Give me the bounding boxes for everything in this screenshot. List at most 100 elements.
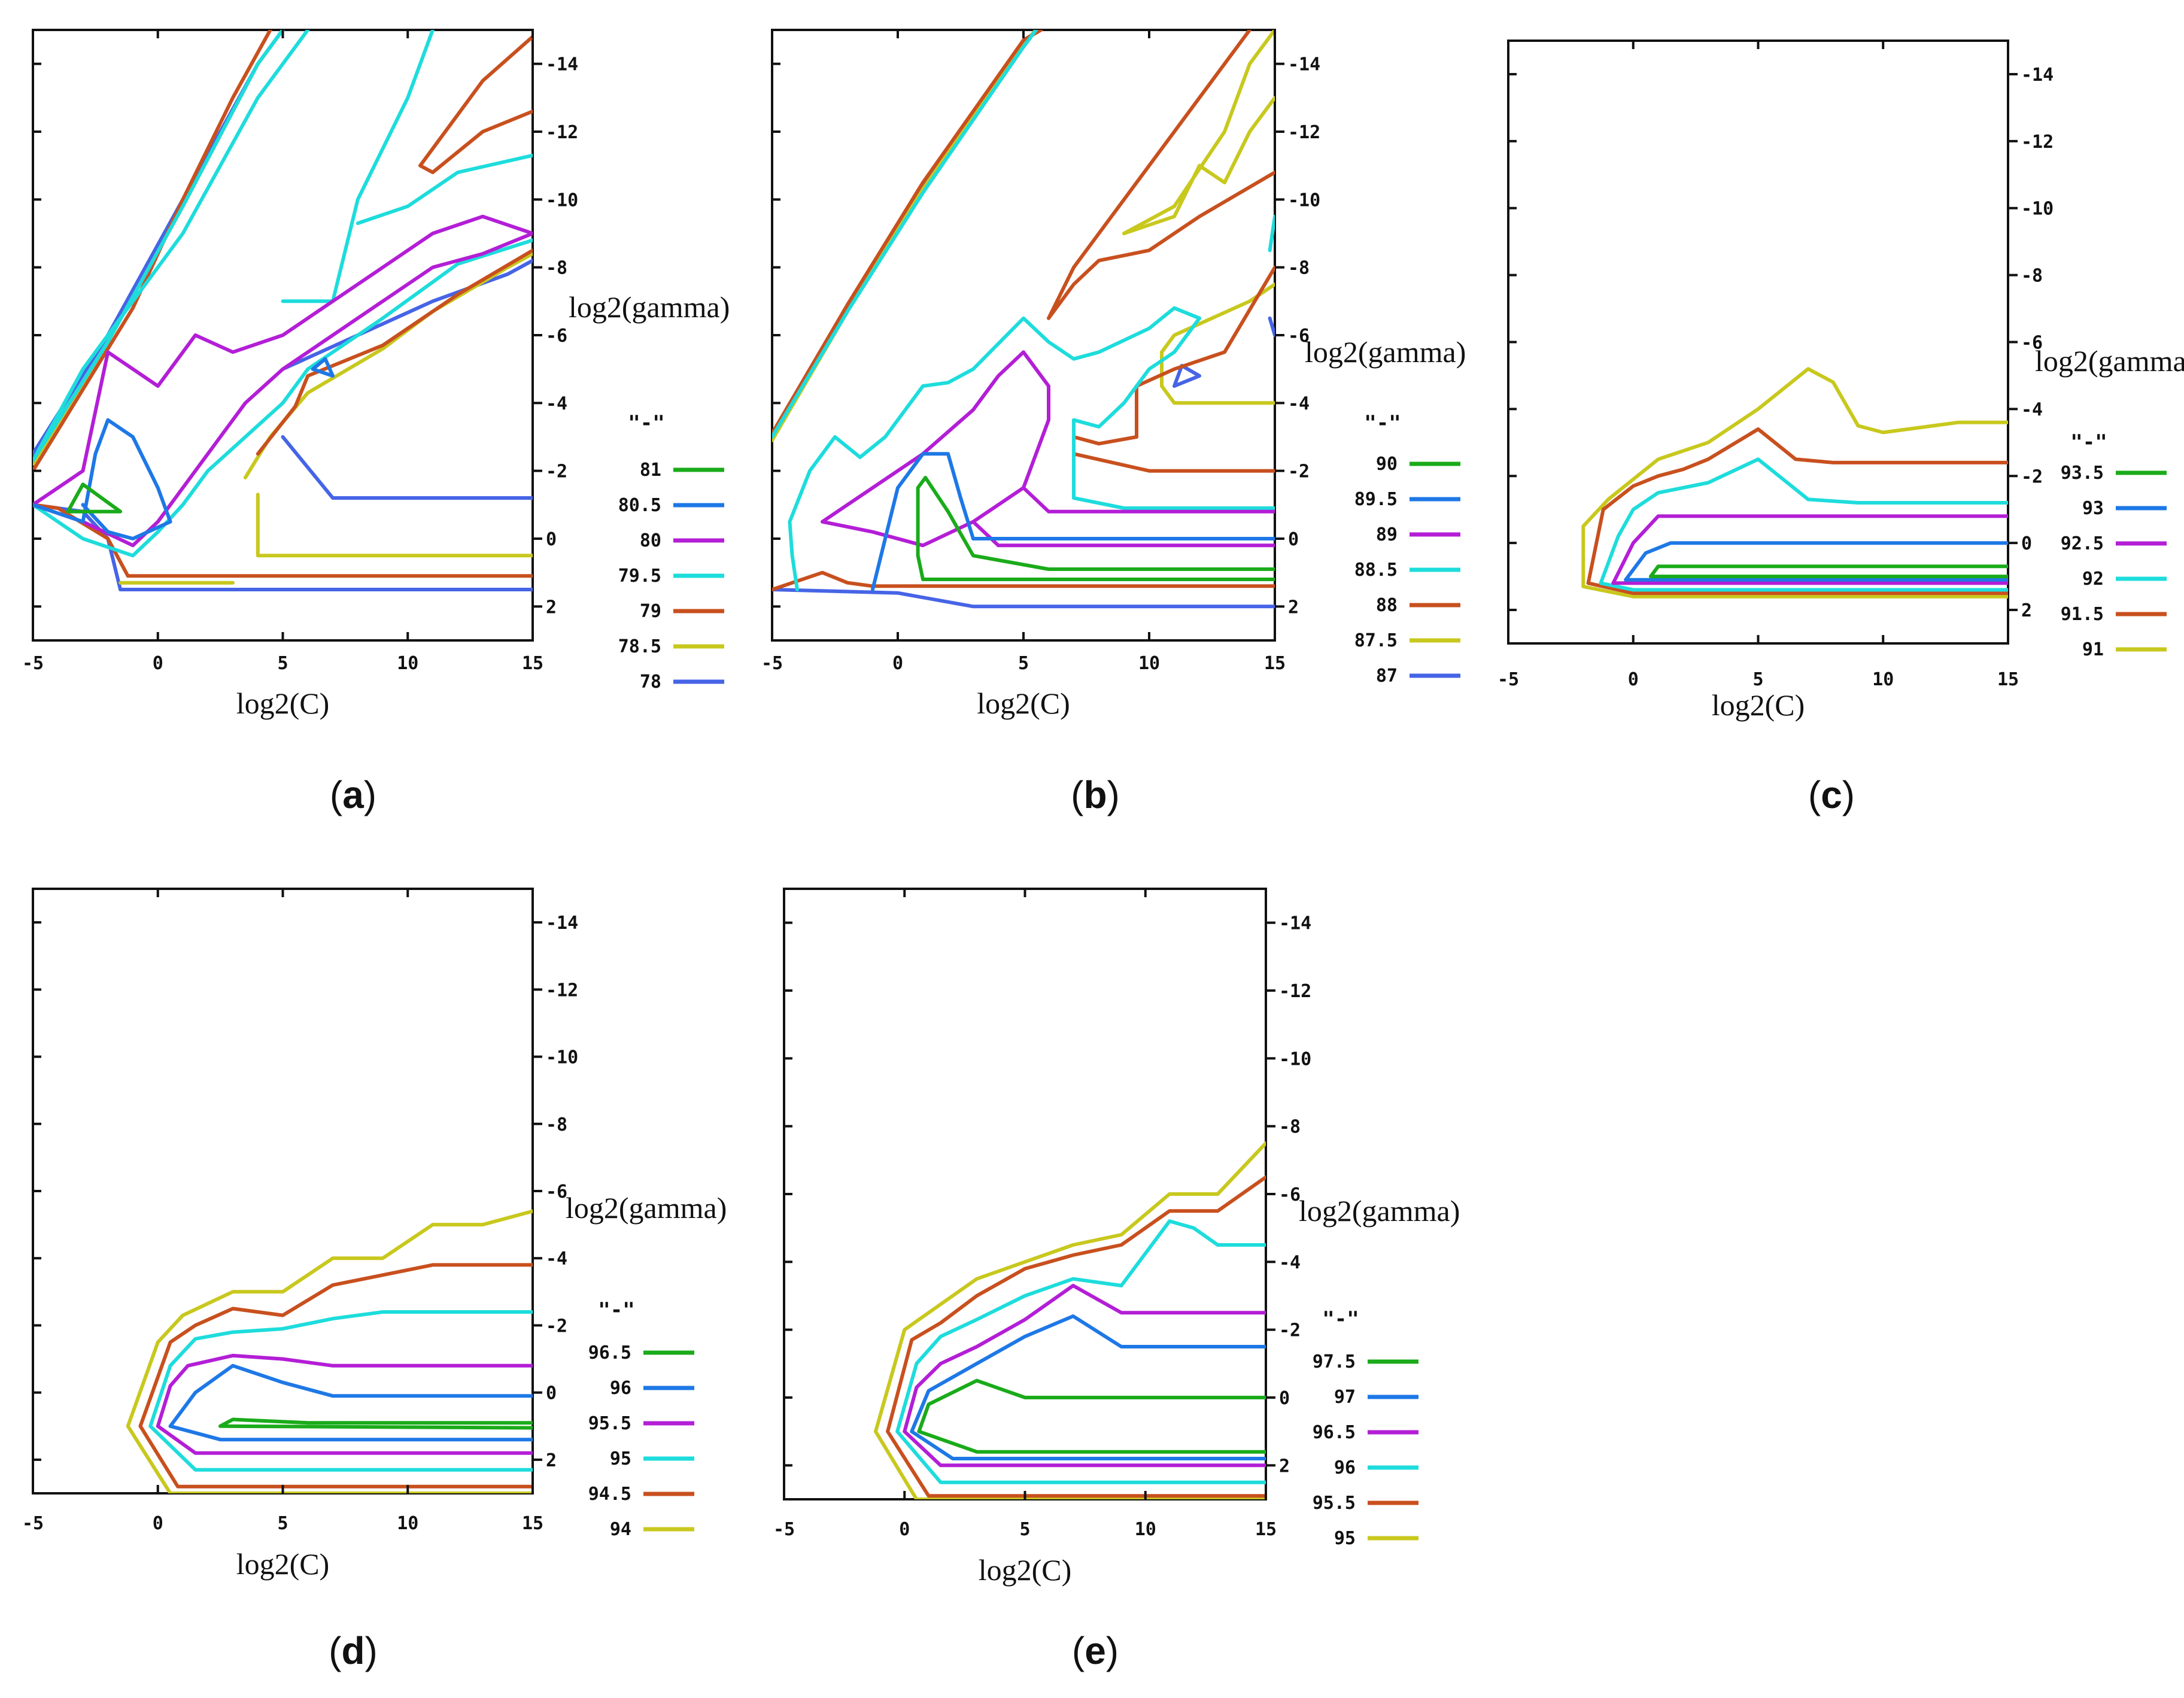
contour-line-88.5 (772, 30, 1038, 439)
legend-label: 96 (1334, 1457, 1356, 1478)
contour-line-79.5 (33, 238, 533, 558)
x-tick-label: -5 (1497, 669, 1519, 690)
legend-label: 79 (640, 601, 661, 622)
y-tick-label: 2 (1288, 597, 1299, 618)
contour-line-89 (821, 350, 1050, 548)
x-axis-title: log2(C) (236, 687, 330, 720)
x-axis-title: log2(C) (236, 1547, 330, 1581)
contour-line-87 (1173, 364, 1201, 388)
y-tick-label: -14 (546, 54, 578, 75)
contour-line-79.5 (356, 153, 533, 225)
legend: "-" 81 80.5 80 79.5 79 78.5 78 (618, 411, 724, 692)
contour-line-96 (168, 1363, 533, 1428)
y-tick-label: -8 (546, 258, 567, 279)
x-axis-title: log2(C) (977, 687, 1070, 720)
contour-line-92 (1599, 581, 2008, 592)
y-tick-label: -8 (546, 1114, 567, 1135)
x-tick-label: -5 (22, 1513, 44, 1534)
contour-line-90 (916, 554, 1275, 581)
y-tick-label: -14 (1288, 54, 1320, 75)
x-tick-label: 5 (1752, 669, 1763, 690)
x-axis-title: log2(C) (1712, 688, 1805, 722)
contour-line-90 (916, 476, 1275, 571)
x-tick-label: 5 (277, 1513, 288, 1534)
contour-line-87.5 (1122, 96, 1275, 235)
panel-d: -5 0 5 10 15 -14 -12 -10 -8 -6 -4 -2 0 2 log2(C) log2(g… (22, 888, 727, 1672)
contour-lines (126, 1209, 533, 1493)
y-tick-label: -2 (2021, 466, 2043, 487)
x-tick-label: 10 (1872, 669, 1894, 690)
panel-a: -5 0 5 10 15 -14 -12 -10 -8 -6 -4 -2 0 2 log2(C) log2(g… (22, 29, 730, 816)
contour-line-88 (1072, 384, 1275, 473)
legend-title: "-" (628, 411, 664, 435)
legend-label: 88.5 (1354, 560, 1398, 581)
legend: "-" 93.5 93 92.5 92 91.5 91 (2061, 430, 2167, 660)
contour-line-80 (33, 214, 533, 507)
x-tick-label: 0 (1628, 669, 1639, 690)
contour-line-93 (1624, 541, 2008, 582)
y-axis-title: log2(gamma) (566, 1191, 727, 1225)
contour-line-80.5 (311, 357, 335, 378)
panel-label: (b) (1071, 773, 1120, 816)
panel-label: (a) (330, 773, 376, 816)
y-tick-label: -12 (546, 980, 578, 1001)
x-tick-label: 10 (1138, 653, 1160, 674)
y-tick-label: -4 (1288, 393, 1310, 414)
panel-e: -5 0 5 10 15 -14 -12 -10 -8 -6 -4 -2 0 2 log2(C) log2(g… (773, 888, 1460, 1672)
contour-line-91 (1581, 584, 2008, 599)
x-tick-label: 10 (397, 1513, 418, 1534)
y-tick-label: -10 (1279, 1049, 1311, 1070)
panel-label: (d) (329, 1629, 378, 1672)
contour-line-89 (971, 520, 1275, 548)
y-tick-label: -4 (546, 393, 567, 414)
contour-line-78.5 (256, 493, 533, 558)
contour-line-80 (33, 232, 533, 548)
contour-line-95.5 (156, 1353, 533, 1428)
x-tick-label: 15 (522, 1513, 543, 1534)
contour-line-94 (126, 1209, 533, 1428)
y-tick-label: 2 (2021, 600, 2032, 621)
legend-label: 90 (1376, 454, 1398, 475)
y-tick-label: -4 (1279, 1252, 1301, 1273)
y-tick-label: -2 (546, 461, 567, 482)
legend-label: 92.5 (2061, 533, 2104, 554)
x-tick-label: 5 (277, 653, 288, 674)
contour-line-93.5 (1649, 564, 2008, 579)
y-tick-label: -14 (1279, 913, 1311, 934)
contour-line-92 (1599, 457, 2008, 585)
contour-line-94.5 (138, 1424, 533, 1489)
x-tick-label: 15 (522, 653, 543, 674)
y-tick-label: 0 (2021, 533, 2032, 554)
y-tick-label: -2 (1288, 461, 1310, 482)
contour-line-87.5 (1160, 384, 1275, 405)
contour-line-79 (33, 30, 272, 473)
panel-label: (e) (1072, 1629, 1119, 1672)
legend-label: 91 (2082, 639, 2104, 660)
contour-line-78 (281, 435, 533, 500)
contour-line-96 (895, 1429, 1266, 1484)
legend-label: 89.5 (1354, 489, 1398, 510)
contour-line-79.5 (33, 30, 310, 463)
y-tick-label: 2 (546, 1450, 557, 1471)
contour-line-87.5 (1122, 30, 1275, 235)
legend-label: 96 (610, 1378, 631, 1399)
contour-line-96.5 (218, 1417, 533, 1428)
x-tick-label: 0 (153, 653, 163, 674)
contour-line-97 (910, 1429, 1266, 1460)
contour-line-96.5 (218, 1424, 533, 1430)
y-axis-title: log2(gamma) (569, 290, 730, 324)
contour-line-91.5 (1586, 581, 2008, 596)
x-tick-label: 15 (1264, 653, 1286, 674)
x-tick-label: 10 (1135, 1519, 1156, 1540)
contour-line-81 (66, 482, 123, 514)
y-tick-label: -2 (546, 1316, 567, 1336)
contour-line-89 (1022, 486, 1275, 514)
y-axis-title: log2(gamma) (1299, 1194, 1460, 1228)
legend: "-" 96.5 96 95.5 95 94.5 94 (588, 1298, 694, 1540)
x-tick-label: 10 (397, 653, 418, 674)
y-tick-label: -14 (546, 913, 578, 934)
contour-lines (772, 30, 1275, 609)
contour-line-95 (148, 1310, 533, 1428)
legend-label: 79.5 (618, 566, 661, 587)
x-tick-label: 5 (1019, 1519, 1030, 1540)
